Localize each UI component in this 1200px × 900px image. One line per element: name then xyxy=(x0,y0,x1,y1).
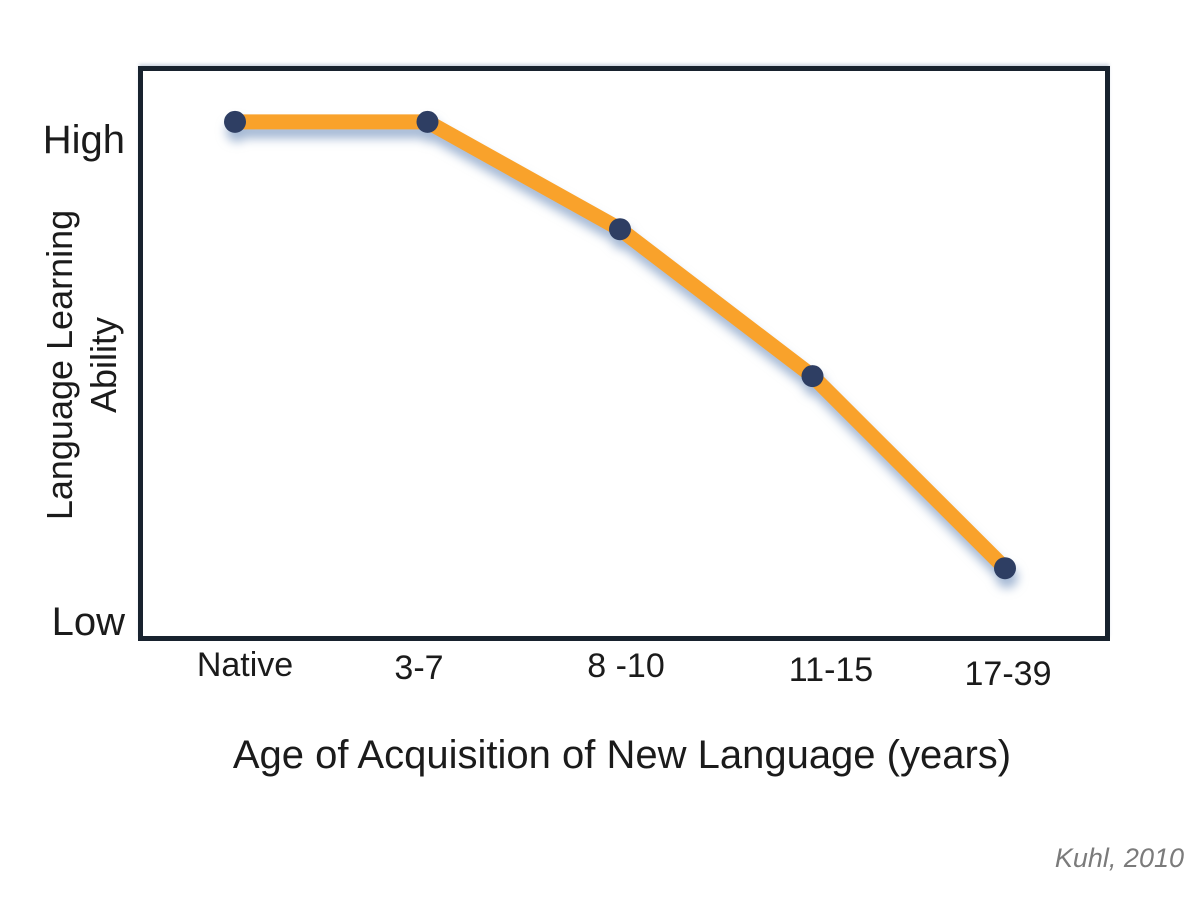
y-axis-title: Language Learning Ability xyxy=(38,210,126,520)
y-tick-high: High xyxy=(42,118,125,162)
y-axis-title-line2: Ability xyxy=(83,316,124,414)
y-tick-low: Low xyxy=(51,600,125,644)
y-axis-title-line1: Language Learning xyxy=(39,209,80,521)
x-tick-native: Native xyxy=(196,646,294,684)
x-tick-11-15: 11-15 xyxy=(788,651,874,689)
x-tick-17-39: 17-39 xyxy=(964,655,1052,693)
citation-text: Kuhl, 2010 xyxy=(1054,843,1184,873)
x-tick-8-10: 8 -10 xyxy=(587,647,665,685)
plot-area xyxy=(138,66,1110,641)
x-axis-title: Age of Acquisition of New Language (year… xyxy=(232,733,1012,777)
x-tick-3-7: 3-7 xyxy=(394,649,444,687)
